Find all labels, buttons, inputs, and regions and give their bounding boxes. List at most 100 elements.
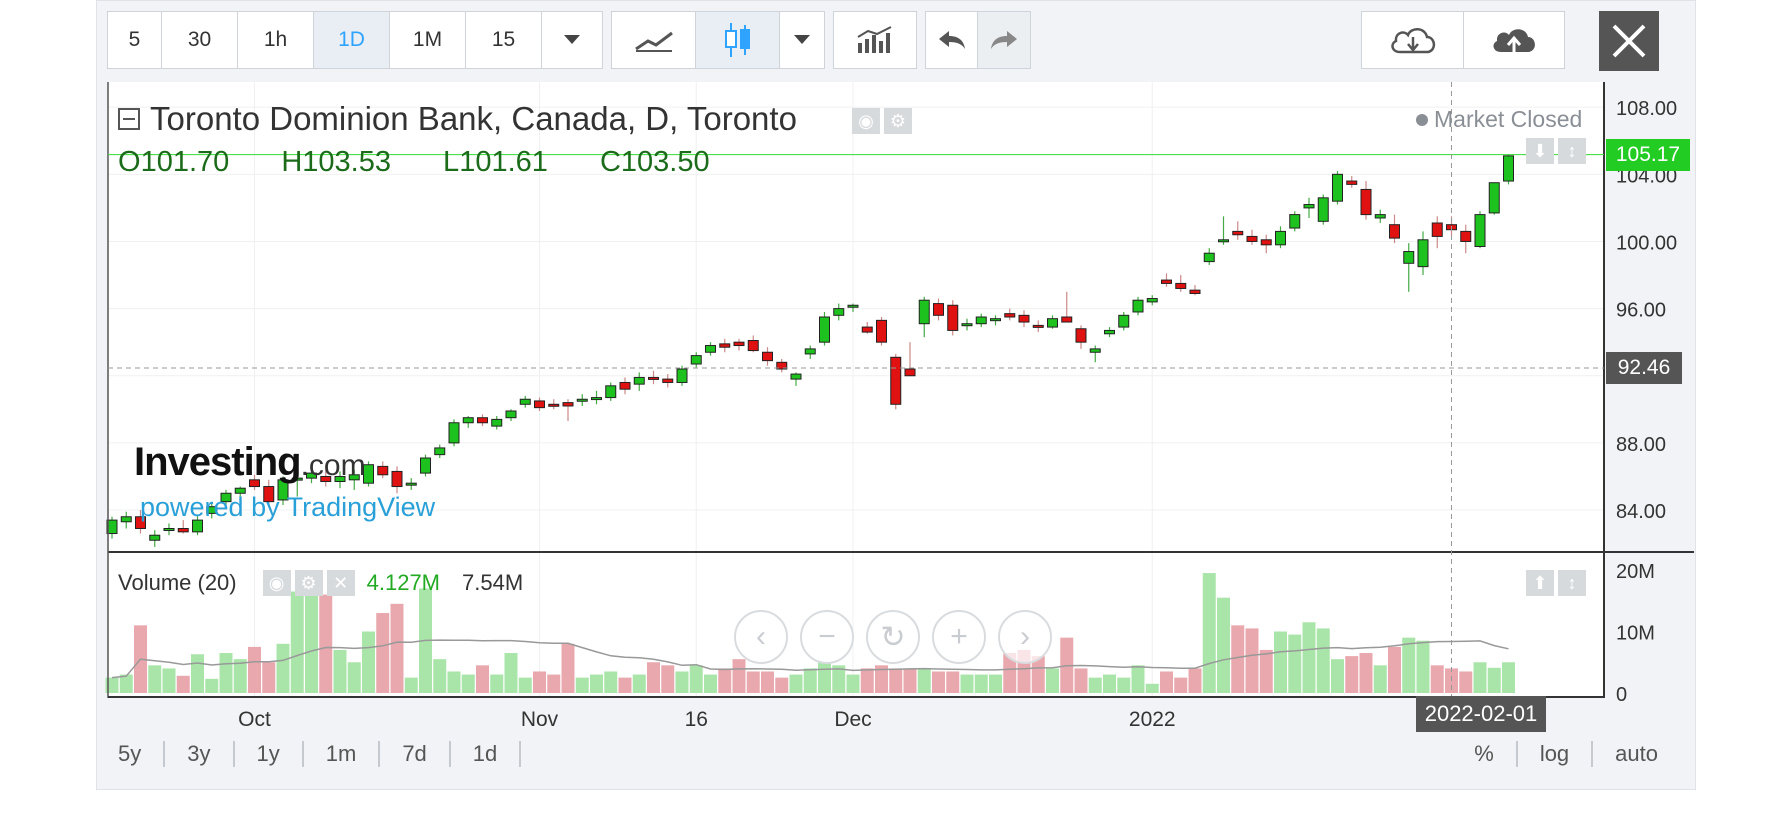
candle (1061, 291, 1073, 323)
pane-controls-volume: ⬆ ↕ (1526, 570, 1586, 596)
range-1y-button[interactable]: 1y (235, 741, 304, 767)
candle (933, 298, 944, 321)
gear-icon[interactable]: ⚙ (294, 570, 323, 596)
volume-bar (860, 668, 874, 693)
pane-maximize-icon[interactable]: ↕ (1558, 570, 1586, 596)
candle (1218, 216, 1229, 245)
auto-scale-button[interactable]: auto (1615, 741, 1658, 766)
collapse-legend-icon[interactable] (118, 108, 140, 130)
candle (1374, 209, 1386, 223)
log-scale-button[interactable]: log (1518, 741, 1594, 767)
redo-icon (991, 31, 1017, 49)
candle (1474, 211, 1486, 249)
redo-button[interactable] (978, 12, 1030, 68)
interval-1h-button[interactable]: 1h (238, 12, 314, 68)
volume-bar (632, 674, 646, 693)
volume-bar (1160, 671, 1173, 693)
remove-icon[interactable]: ✕ (326, 570, 355, 596)
line-chart-button[interactable] (612, 12, 696, 68)
candle (149, 530, 161, 547)
logo-suffix: .com (300, 449, 366, 482)
zoom-out-button[interactable]: − (800, 610, 854, 664)
candle (719, 338, 731, 353)
range-3y-button[interactable]: 3y (165, 741, 235, 767)
volume-bar (775, 677, 789, 693)
range-1d-button[interactable]: 1d (451, 741, 522, 767)
volume-bar (789, 674, 803, 693)
volume-bar (205, 678, 219, 693)
plus-icon: + (950, 620, 968, 653)
interval-15-button[interactable]: 15 (466, 12, 542, 68)
volume-bar (262, 662, 276, 693)
candle (1047, 315, 1058, 329)
candle (249, 474, 260, 490)
volume-bar (1502, 662, 1515, 693)
load-chart-button[interactable] (1362, 12, 1464, 68)
candle (776, 358, 788, 373)
chart-type-dropdown-button[interactable] (780, 12, 824, 68)
candlestick-icon (724, 23, 750, 57)
volume-bar (1131, 665, 1145, 693)
candle (605, 382, 617, 401)
candlestick-chart-button[interactable] (696, 12, 780, 68)
volume-bar (1430, 665, 1444, 693)
interval-dropdown-button[interactable] (542, 12, 602, 68)
volume-legend: Volume (20) ◉ ⚙ ✕ 4.127M 7.54M (118, 570, 523, 596)
candle (633, 372, 645, 391)
percent-scale-button[interactable]: % (1452, 741, 1518, 767)
volume-bar (176, 675, 190, 693)
visibility-icon[interactable]: ◉ (262, 570, 291, 596)
investing-logo: Investing.com (134, 440, 366, 485)
scroll-left-button[interactable]: ‹ (734, 610, 788, 664)
range-5y-button[interactable]: 5y (96, 741, 166, 767)
candle (1004, 308, 1016, 321)
volume-bar (1188, 668, 1202, 693)
range-7d-button[interactable]: 7d (380, 741, 451, 767)
volume-bar (1473, 662, 1487, 693)
candle (491, 416, 503, 430)
interval-1d-button[interactable]: 1D (314, 12, 390, 68)
candle (120, 511, 132, 529)
visibility-icon[interactable]: ◉ (852, 108, 880, 134)
zoom-in-button[interactable]: + (932, 610, 986, 664)
last-price-tag: 105.17 (1606, 138, 1690, 171)
candle (1417, 231, 1429, 276)
volume-bar (661, 665, 675, 693)
volume-bar (248, 646, 261, 693)
volume-bar (276, 643, 290, 693)
interval-5-button[interactable]: 5 (108, 12, 162, 68)
range-1m-button[interactable]: 1m (304, 741, 381, 767)
candle (391, 466, 403, 494)
volume-bar (1259, 649, 1273, 693)
candle (363, 461, 374, 487)
scroll-right-button[interactable]: › (998, 610, 1052, 664)
powered-by-text: powered by TradingView (140, 492, 436, 522)
undo-button[interactable] (926, 12, 978, 68)
close-button[interactable] (1599, 11, 1659, 71)
close-label: C (599, 146, 621, 178)
indicators-button[interactable] (834, 12, 916, 68)
price-tick-label: 100.00 (1616, 232, 1677, 254)
volume-bar (818, 662, 831, 693)
interval-1m-button[interactable]: 1M (390, 12, 466, 68)
save-chart-button[interactable] (1464, 12, 1564, 68)
candle (206, 503, 218, 519)
candle (1389, 214, 1400, 244)
pane-move-up-icon[interactable]: ⬆ (1526, 570, 1554, 596)
candle (975, 313, 987, 328)
candle (334, 471, 346, 489)
pane-move-down-icon[interactable]: ⬇ (1526, 138, 1554, 164)
close-value: 103.50 (620, 146, 710, 178)
candle (904, 342, 916, 377)
volume-bar (547, 674, 561, 693)
candle (477, 414, 488, 427)
reset-button[interactable]: ↻ (866, 610, 920, 664)
interval-30-button[interactable]: 30 (162, 12, 238, 68)
pane-maximize-icon[interactable]: ↕ (1558, 138, 1586, 164)
volume-bar (846, 674, 860, 693)
low-value: 101.61 (459, 146, 548, 178)
gear-icon[interactable]: ⚙ (884, 108, 912, 134)
candle (220, 489, 232, 505)
candle (177, 520, 189, 534)
